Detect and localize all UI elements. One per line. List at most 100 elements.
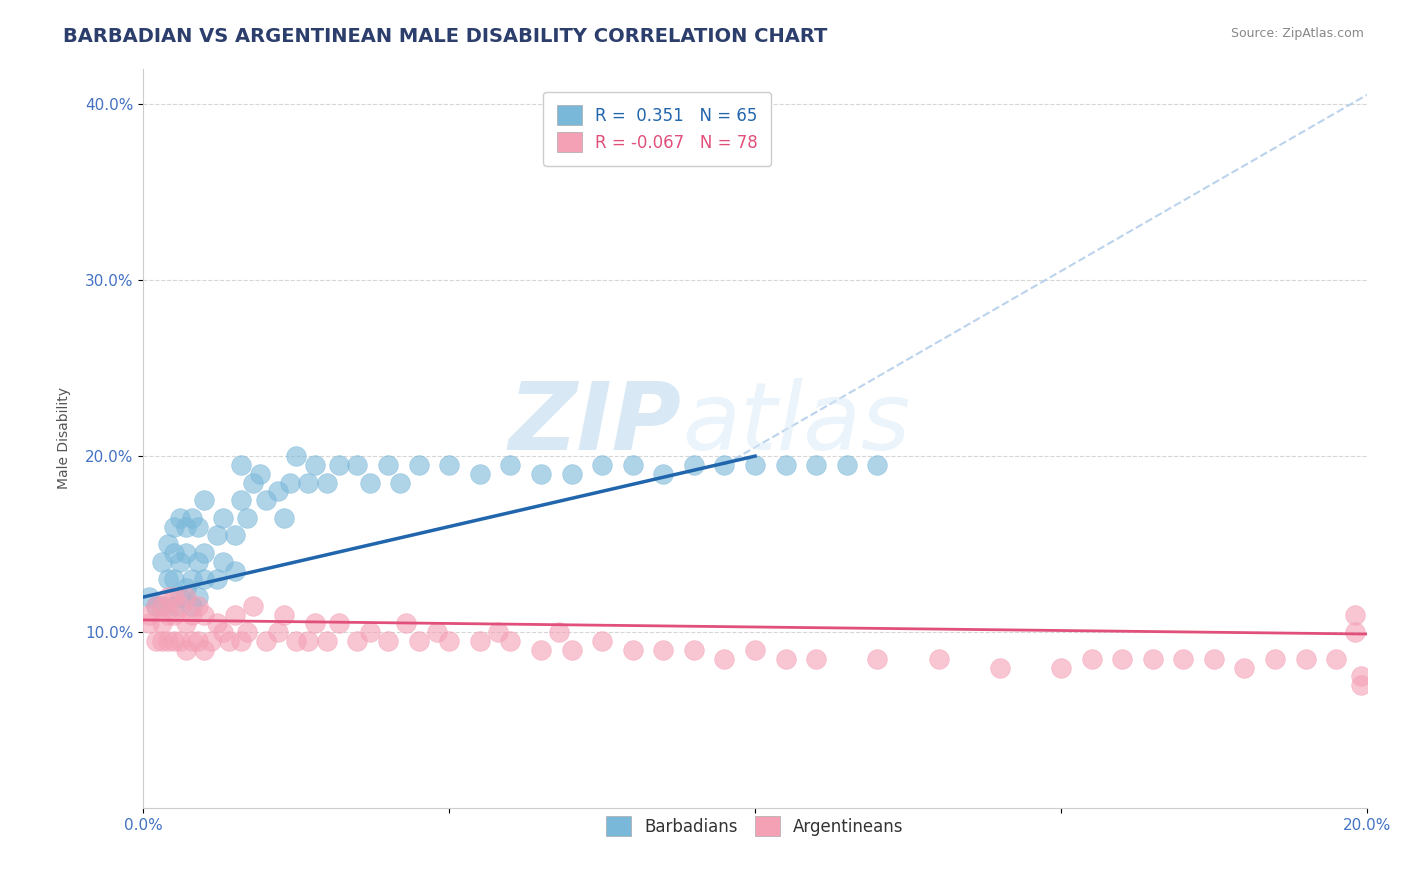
Point — [174, 643, 197, 657]
Point — [193, 546, 215, 560]
Point — [499, 458, 522, 472]
Point — [1343, 607, 1365, 622]
Point — [187, 555, 209, 569]
Point — [231, 458, 253, 472]
Point — [713, 651, 735, 665]
Point — [145, 599, 167, 613]
Point — [187, 590, 209, 604]
Point — [193, 607, 215, 622]
Point — [775, 651, 797, 665]
Point — [193, 493, 215, 508]
Point — [328, 616, 350, 631]
Point — [211, 625, 233, 640]
Point — [806, 458, 828, 472]
Point — [1173, 651, 1195, 665]
Point — [297, 634, 319, 648]
Point — [499, 634, 522, 648]
Point — [205, 616, 228, 631]
Point — [928, 651, 950, 665]
Point — [377, 634, 399, 648]
Point — [163, 590, 186, 604]
Point — [169, 510, 191, 524]
Point — [1343, 625, 1365, 640]
Point — [621, 458, 644, 472]
Point — [205, 573, 228, 587]
Point — [181, 573, 204, 587]
Point — [530, 467, 553, 481]
Point — [359, 475, 381, 490]
Point — [138, 607, 160, 622]
Text: ZIP: ZIP — [509, 377, 682, 470]
Point — [273, 607, 295, 622]
Point — [652, 643, 675, 657]
Point — [211, 510, 233, 524]
Point — [224, 564, 246, 578]
Point — [426, 625, 449, 640]
Point — [560, 467, 582, 481]
Point — [315, 475, 337, 490]
Point — [193, 573, 215, 587]
Point — [468, 467, 491, 481]
Point — [486, 625, 509, 640]
Point — [254, 493, 277, 508]
Point — [150, 634, 173, 648]
Point — [181, 599, 204, 613]
Point — [652, 467, 675, 481]
Point — [278, 475, 301, 490]
Point — [218, 634, 240, 648]
Point — [408, 634, 430, 648]
Point — [174, 616, 197, 631]
Point — [988, 660, 1011, 674]
Point — [328, 458, 350, 472]
Point — [224, 607, 246, 622]
Point — [1050, 660, 1073, 674]
Point — [150, 616, 173, 631]
Point — [1264, 651, 1286, 665]
Point — [389, 475, 412, 490]
Point — [236, 625, 259, 640]
Point — [1324, 651, 1347, 665]
Point — [267, 484, 290, 499]
Point — [169, 590, 191, 604]
Point — [806, 651, 828, 665]
Point — [315, 634, 337, 648]
Point — [187, 634, 209, 648]
Point — [591, 634, 613, 648]
Point — [1202, 651, 1225, 665]
Point — [174, 546, 197, 560]
Point — [156, 573, 179, 587]
Point — [169, 599, 191, 613]
Point — [249, 467, 271, 481]
Point — [530, 643, 553, 657]
Point — [174, 581, 197, 595]
Point — [163, 519, 186, 533]
Point — [304, 458, 326, 472]
Point — [163, 599, 186, 613]
Point — [138, 590, 160, 604]
Point — [1295, 651, 1317, 665]
Point — [267, 625, 290, 640]
Point — [304, 616, 326, 631]
Point — [231, 634, 253, 648]
Point — [377, 458, 399, 472]
Point — [156, 590, 179, 604]
Point — [174, 519, 197, 533]
Point — [224, 528, 246, 542]
Point — [1111, 651, 1133, 665]
Y-axis label: Male Disability: Male Disability — [58, 387, 72, 490]
Point — [395, 616, 418, 631]
Point — [145, 634, 167, 648]
Point — [866, 651, 889, 665]
Point — [150, 599, 173, 613]
Point — [683, 458, 706, 472]
Text: BARBADIAN VS ARGENTINEAN MALE DISABILITY CORRELATION CHART: BARBADIAN VS ARGENTINEAN MALE DISABILITY… — [63, 27, 828, 45]
Point — [181, 607, 204, 622]
Point — [150, 555, 173, 569]
Point — [187, 599, 209, 613]
Point — [744, 643, 766, 657]
Point — [621, 643, 644, 657]
Point — [437, 634, 460, 648]
Point — [205, 528, 228, 542]
Point — [163, 607, 186, 622]
Point — [163, 546, 186, 560]
